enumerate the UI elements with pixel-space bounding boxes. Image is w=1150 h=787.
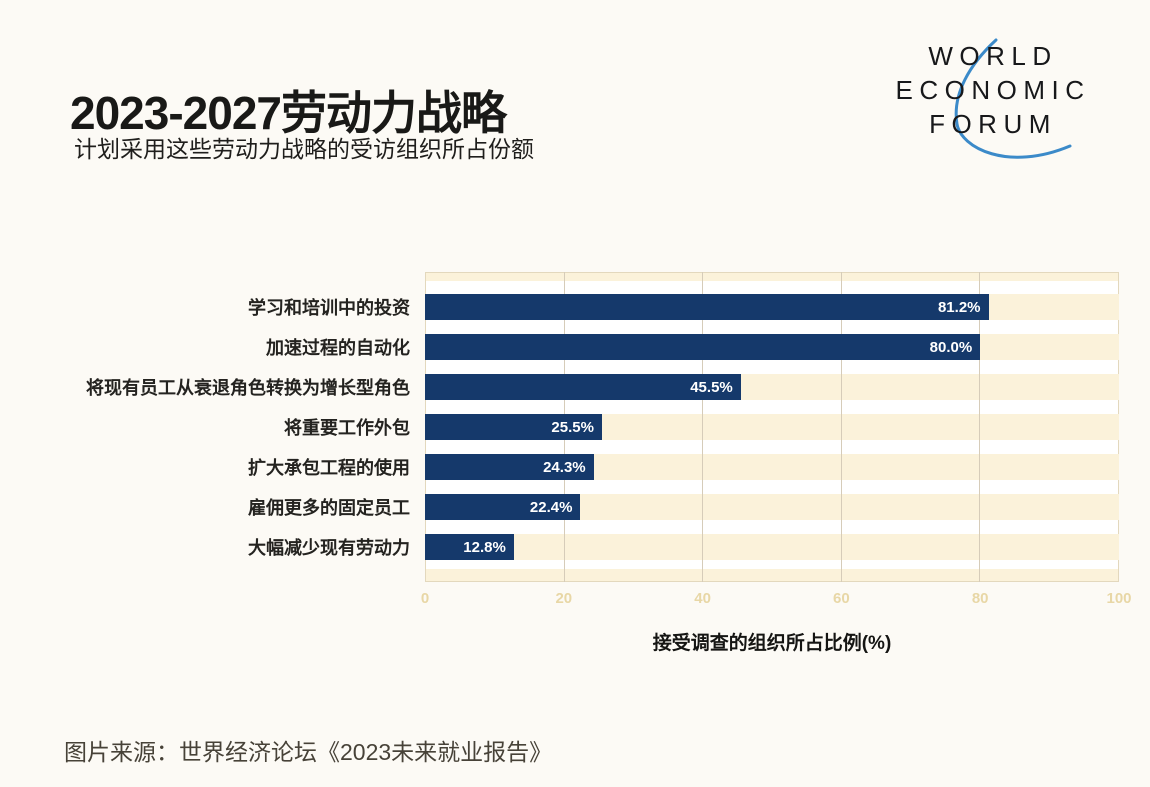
bar-label: 扩大承包工程的使用	[248, 458, 410, 478]
wef-logo: WORLD ECONOMIC FORUM	[886, 36, 1100, 162]
bar-row: 学习和培训中的投资 81.2%	[0, 294, 1150, 320]
bar-label: 学习和培训中的投资	[248, 298, 410, 318]
bar-value: 25.5%	[551, 418, 594, 436]
bar-track: 22.4%	[425, 494, 1119, 520]
x-tick: 40	[694, 590, 711, 607]
bar-row: 将现有员工从衰退角色转换为增长型角色 45.5%	[0, 374, 1150, 400]
bar-track: 81.2%	[425, 294, 1119, 320]
bar: 25.5%	[425, 414, 602, 440]
bar-value: 81.2%	[937, 298, 981, 316]
bar-track: 45.5%	[425, 374, 1119, 400]
bar: 45.5%	[425, 374, 741, 400]
bar-track: 24.3%	[425, 454, 1119, 480]
bar-value: 12.8%	[463, 538, 506, 556]
logo-arc-icon	[954, 38, 1072, 159]
x-tick: 80	[971, 590, 989, 607]
bar-label: 大幅减少现有劳动力	[248, 538, 410, 558]
bar: 22.4%	[425, 494, 581, 520]
bar-row: 雇佣更多的固定员工 22.4%	[0, 494, 1150, 520]
x-tick: 0	[420, 590, 430, 607]
bar-value: 24.3%	[543, 458, 586, 476]
bar: 81.2%	[425, 294, 989, 320]
x-tick: 60	[833, 590, 850, 607]
source-note: 图片来源：世界经济论坛《2023未来就业报告》	[64, 739, 553, 765]
bar: 12.8%	[425, 534, 514, 560]
page-title: 2023-2027劳动力战略	[70, 86, 507, 139]
bar-label: 加速过程的自动化	[266, 338, 410, 358]
bar-chart: 学习和培训中的投资 81.2% 加速过程的自动化 80.0% 将现有员工从衰退角色转换为…	[0, 272, 1150, 692]
bar-rows: 学习和培训中的投资 81.2% 加速过程的自动化 80.0% 将现有员工从衰退角色转换为…	[0, 272, 1150, 560]
bar-row: 将重要工作外包 25.5%	[0, 414, 1150, 440]
bar-label: 将现有员工从衰退角色转换为增长型角色	[86, 378, 410, 398]
logo-line-world: WORLD	[928, 41, 1058, 71]
bar-track: 80.0%	[425, 334, 1119, 360]
bar-value: 22.4%	[529, 498, 573, 516]
bar-row: 大幅减少现有劳动力 12.8%	[0, 534, 1150, 560]
x-tick: 20	[555, 590, 573, 607]
bar-track: 25.5%	[425, 414, 1119, 440]
x-axis-label: 接受调查的组织所占比例(%)	[652, 633, 892, 654]
bar-value: 45.5%	[690, 378, 733, 396]
x-axis-ticks: 0 20 40 60 80 100	[421, 590, 1132, 610]
bar: 24.3%	[425, 454, 594, 480]
bar-track: 12.8%	[425, 534, 1119, 560]
bar-value: 80.0%	[929, 338, 973, 356]
x-tick: 100	[1106, 590, 1132, 607]
logo-line-forum: FORUM	[929, 109, 1057, 139]
logo-line-economic: ECONOMIC	[895, 75, 1091, 105]
page-subtitle: 计划采用这些劳动力战略的受访组织所占份额	[74, 136, 534, 162]
bar-label: 雇佣更多的固定员工	[248, 498, 410, 518]
bar-label: 将重要工作外包	[284, 418, 410, 438]
bar-row: 扩大承包工程的使用 24.3%	[0, 454, 1150, 480]
bar-row: 加速过程的自动化 80.0%	[0, 334, 1150, 360]
bar: 80.0%	[425, 334, 981, 360]
